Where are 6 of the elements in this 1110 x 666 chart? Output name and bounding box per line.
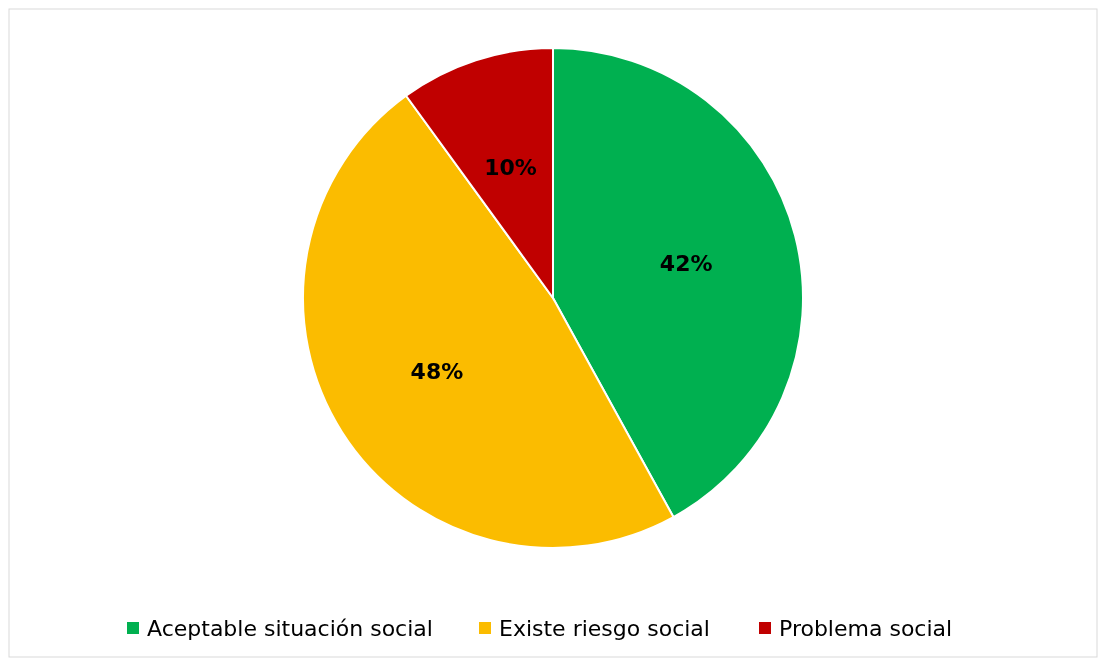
data-label: 48% (410, 359, 464, 385)
legend-label: Aceptable situación social (147, 615, 433, 641)
data-label: 10% (484, 154, 537, 180)
data-label: 42% (659, 251, 713, 277)
legend-label: Problema social (779, 615, 953, 641)
legend-label: Existe riesgo social (499, 615, 710, 641)
